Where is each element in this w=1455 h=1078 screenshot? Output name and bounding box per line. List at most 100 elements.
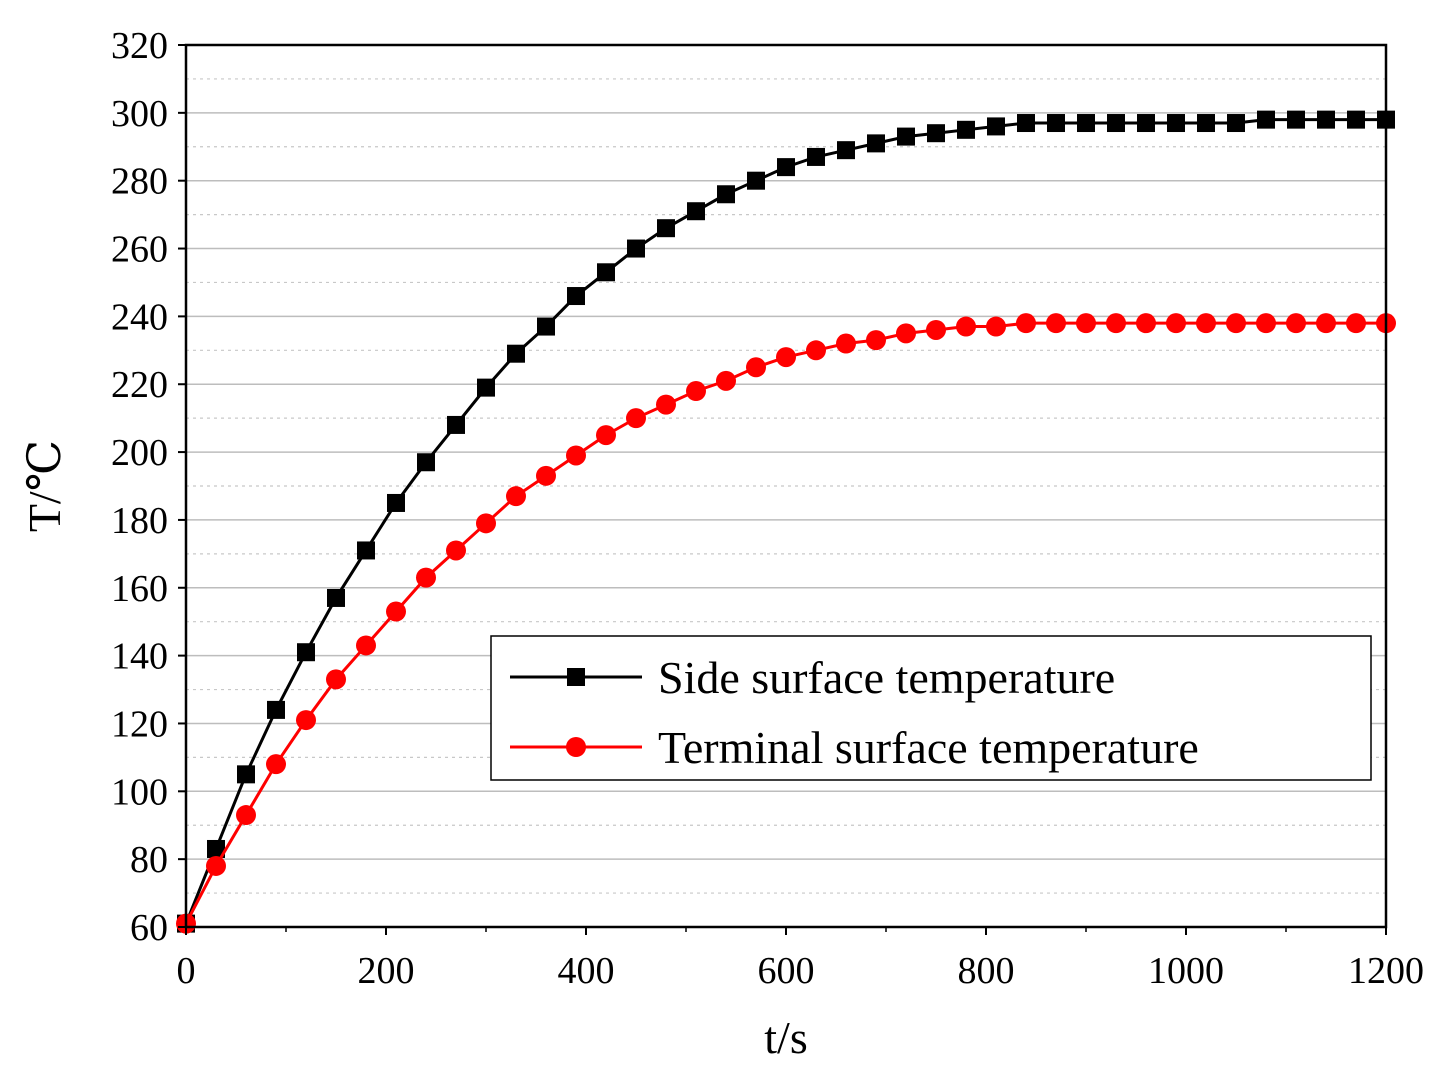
data-point-square — [237, 765, 255, 784]
y-tick-label: 180 — [111, 500, 168, 542]
data-point-square — [1257, 110, 1275, 129]
y-tick-label: 260 — [111, 229, 168, 271]
data-point-circle — [896, 323, 916, 344]
data-point-circle — [1076, 313, 1096, 334]
data-point-circle — [806, 340, 826, 361]
data-point-circle — [1046, 313, 1066, 334]
data-point-circle — [746, 357, 766, 378]
legend-marker-circle — [566, 737, 586, 757]
data-point-square — [507, 344, 525, 363]
data-point-square — [897, 127, 915, 146]
data-point-circle — [1166, 313, 1186, 334]
series-line — [184, 118, 1386, 925]
data-point-circle — [716, 370, 736, 391]
data-point-square — [1317, 110, 1335, 129]
data-point-circle — [236, 805, 256, 826]
data-point-square — [567, 287, 585, 306]
data-point-square — [1227, 114, 1245, 133]
data-point-circle — [776, 347, 796, 368]
data-point-square — [807, 147, 825, 166]
data-point-square — [1137, 114, 1155, 133]
y-tick-label: 220 — [111, 364, 168, 406]
data-point-square — [717, 185, 735, 204]
data-point-circle — [296, 710, 316, 731]
data-point-circle — [536, 465, 556, 486]
legend-label-terminal: Terminal surface temperature — [658, 722, 1199, 773]
data-point-circle — [1256, 313, 1276, 334]
data-point-circle — [986, 316, 1006, 337]
data-point-circle — [1106, 313, 1126, 334]
data-point-square — [297, 643, 315, 662]
legend-marker-square — [567, 668, 585, 686]
y-tick-label: 120 — [111, 703, 168, 745]
data-point-square — [597, 263, 615, 282]
data-point-circle — [356, 635, 376, 656]
data-point-square — [537, 317, 555, 336]
data-point-circle — [836, 333, 856, 354]
data-point-circle — [446, 540, 466, 561]
y-tick-label: 100 — [111, 771, 168, 813]
data-point-square — [627, 239, 645, 258]
data-point-circle — [416, 567, 436, 588]
data-point-circle — [1136, 313, 1156, 334]
data-point-square — [777, 158, 795, 177]
y-tick-label: 300 — [111, 93, 168, 135]
data-point-square — [1077, 114, 1095, 133]
data-point-square — [327, 588, 345, 607]
data-point-circle — [1286, 313, 1306, 334]
data-point-square — [357, 541, 375, 560]
data-point-square — [1347, 110, 1365, 129]
y-tick-label: 60 — [130, 907, 168, 949]
legend-box — [490, 635, 1372, 781]
x-tick-label: 200 — [358, 950, 415, 992]
data-point-circle — [596, 425, 616, 446]
y-tick-label: 320 — [111, 25, 168, 67]
y-axis-title: T/℃ — [19, 440, 70, 532]
series-line — [184, 321, 1386, 925]
data-point-circle — [956, 316, 976, 337]
ticks — [178, 44, 1387, 935]
data-point-circle — [266, 754, 286, 775]
data-point-circle — [926, 319, 946, 340]
y-tick-label: 80 — [130, 839, 168, 881]
data-point-square — [447, 415, 465, 434]
series-layer — [176, 110, 1396, 934]
data-point-circle — [1346, 313, 1366, 334]
y-tick-label: 280 — [111, 161, 168, 203]
data-point-circle — [866, 330, 886, 351]
data-point-square — [957, 120, 975, 139]
series-1 — [176, 313, 1396, 934]
series-0 — [177, 110, 1395, 933]
data-point-square — [417, 453, 435, 472]
legend: Side surface temperature Terminal surfac… — [490, 635, 1372, 781]
data-point-circle — [476, 513, 496, 534]
data-point-circle — [686, 381, 706, 402]
data-point-circle — [656, 394, 676, 415]
data-point-circle — [326, 669, 346, 690]
data-point-square — [837, 141, 855, 160]
data-point-circle — [566, 445, 586, 466]
x-tick-label: 1200 — [1348, 950, 1424, 992]
x-axis-title: t/s — [764, 1012, 807, 1063]
data-point-square — [387, 493, 405, 512]
data-point-circle — [1226, 313, 1246, 334]
data-point-square — [207, 839, 225, 858]
x-tick-label: 1000 — [1148, 950, 1224, 992]
data-point-square — [1167, 114, 1185, 133]
x-tick-label: 0 — [177, 950, 196, 992]
data-point-square — [477, 378, 495, 397]
x-tick-label: 400 — [558, 950, 615, 992]
data-point-circle — [1016, 313, 1036, 334]
data-point-circle — [206, 855, 226, 876]
y-tick-label: 200 — [111, 432, 168, 474]
data-point-square — [867, 134, 885, 153]
x-tick-label: 800 — [958, 950, 1015, 992]
plot-frame — [184, 43, 1388, 929]
data-point-circle — [1316, 313, 1336, 334]
data-point-square — [1017, 114, 1035, 133]
y-tick-label: 240 — [111, 296, 168, 338]
data-point-square — [267, 700, 285, 719]
data-point-square — [987, 117, 1005, 136]
data-point-square — [687, 202, 705, 221]
